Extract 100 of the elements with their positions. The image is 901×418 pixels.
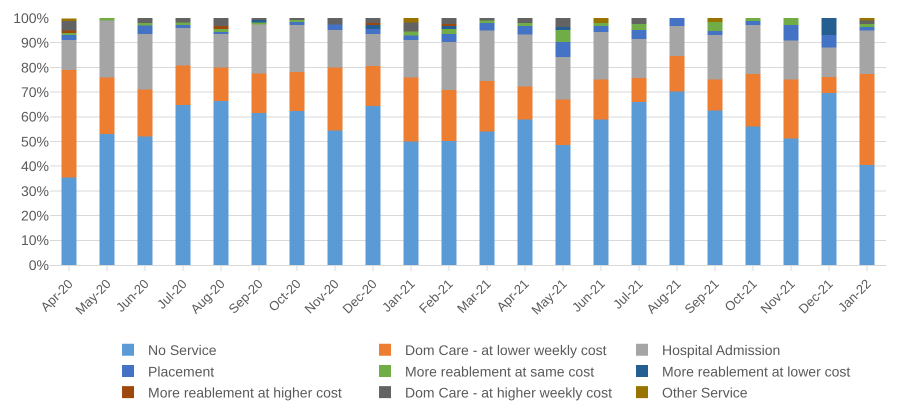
bar [821,18,837,35]
bar [213,34,229,68]
bar [365,29,381,34]
bar [441,18,457,24]
bar [593,119,609,265]
y-tick-label: 0% [28,256,49,273]
bar [669,56,685,92]
bar [251,74,267,114]
y-tick-label: 50% [20,133,49,150]
bar [441,34,457,42]
bar [213,101,229,265]
bar [365,24,381,30]
legend-label: More reablement at lower cost [662,363,850,380]
bar [441,140,457,265]
bar [365,34,381,66]
bar [213,26,229,29]
bar [707,18,723,22]
bar [631,102,647,265]
bar [175,28,191,66]
bar [555,27,571,30]
y-tick-label: 10% [20,232,49,248]
bar [821,76,837,94]
bar [859,30,875,74]
bar [821,48,837,77]
bar [441,28,457,34]
bar [213,67,229,102]
bar [745,25,761,74]
bar [517,34,533,87]
bar [137,136,153,265]
bar [859,20,875,24]
bar [517,18,533,23]
bar [175,66,191,105]
bar [289,111,305,265]
bar [821,93,837,265]
bar [213,18,229,26]
bar [137,25,153,34]
bar [555,18,571,28]
y-tick-label: 40% [20,158,49,174]
bar [441,26,457,29]
bar [707,79,723,111]
bar [593,79,609,120]
bar [707,30,723,36]
bar [669,26,685,56]
bar [745,126,761,265]
bar [365,106,381,265]
y-tick-label: 30% [20,182,49,199]
legend-label: Other Service [662,384,748,401]
bar [479,18,495,21]
bar [745,18,761,21]
bar [479,132,495,265]
bar [137,18,153,23]
bar [479,30,495,82]
legend-label: Dom Care - at higher weekly cost [405,384,612,401]
y-tick-label: 60% [20,108,49,125]
y-tick-label: 70% [20,84,49,100]
bar [251,113,267,265]
bar [631,24,647,30]
y-tick-label: 90% [20,34,49,51]
bar [327,30,343,68]
bar [859,164,875,265]
bar [555,145,571,265]
bar [517,22,533,26]
bar [61,18,77,21]
bar [669,91,685,265]
bar [859,74,875,165]
bar [137,22,153,26]
bar [175,104,191,265]
bar [289,72,305,112]
bar [707,110,723,265]
bar [669,18,685,26]
bar [859,18,875,21]
bar [137,90,153,137]
bar [327,24,343,30]
bar [479,81,495,132]
bar [859,26,875,30]
bar [517,26,533,34]
y-tick-label: 80% [20,59,49,76]
bar [859,24,875,27]
bar [61,70,77,178]
bar [631,39,647,78]
bar [251,24,267,74]
bar [403,32,419,36]
bar [365,18,381,23]
legend-label: No Service [148,342,217,358]
bar [631,78,647,102]
bar [61,177,77,265]
bar [745,74,761,127]
bar [555,42,571,57]
bar [175,18,191,22]
bar [593,32,609,80]
bar [821,34,837,48]
bar [289,24,305,72]
bar [555,56,571,100]
bar [517,119,533,265]
bar [327,18,343,25]
legend-label: More reablement at higher cost [148,384,342,401]
bar [593,26,609,32]
bar [403,35,419,40]
y-tick-label: 100% [13,10,49,26]
bar [403,77,419,142]
